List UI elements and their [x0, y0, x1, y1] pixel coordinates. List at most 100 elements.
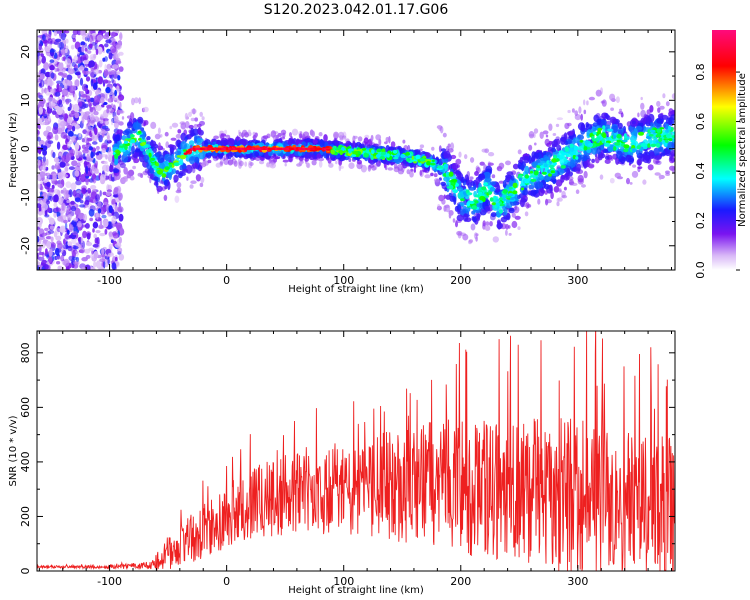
x-tick-label: 300 [567, 274, 588, 287]
heat-blob [523, 155, 530, 164]
heat-blob [119, 145, 123, 148]
heat-blob [448, 213, 452, 219]
heat-blob [196, 140, 202, 146]
heat-blob [79, 52, 85, 56]
heat-blob [422, 155, 427, 159]
heat-blob [114, 153, 119, 159]
heat-blob [66, 214, 73, 221]
heat-blob [460, 198, 465, 202]
heat-blob [129, 175, 135, 181]
heat-blob [116, 71, 121, 75]
heat-blob [631, 148, 637, 153]
heat-blob [45, 46, 51, 53]
heat-blob [369, 164, 375, 168]
heat-blob [406, 158, 411, 162]
heat-blob [107, 252, 115, 257]
heat-blob [76, 162, 81, 168]
heat-blob [585, 123, 593, 131]
heat-blob [658, 146, 664, 152]
heat-blob [548, 161, 553, 164]
heat-blob [545, 198, 549, 206]
heat-blob [533, 170, 539, 176]
heat-blob [537, 198, 541, 205]
heat-blob [96, 211, 99, 220]
y-tick-label: 800 [19, 342, 32, 363]
heat-blob [640, 142, 647, 147]
heat-blob [92, 172, 96, 181]
colorbar-gradient [712, 30, 736, 270]
heat-blob [199, 182, 204, 188]
heat-blob [357, 136, 363, 142]
heat-blob [532, 132, 536, 139]
heat-blob [115, 60, 122, 65]
heat-blob [632, 164, 637, 168]
heat-blob [543, 183, 550, 190]
heat-blob [502, 189, 508, 194]
heat-blob [390, 141, 396, 148]
heat-blob [207, 159, 212, 164]
heat-blob [80, 54, 87, 60]
heat-blob [213, 135, 220, 140]
heat-blob [100, 96, 105, 104]
heat-blob [50, 72, 55, 79]
heat-blob [88, 146, 94, 151]
heat-blob [448, 185, 454, 190]
heat-blob [625, 154, 631, 163]
heat-blob [56, 248, 62, 253]
heat-blob [227, 159, 234, 166]
heat-blob [665, 149, 671, 157]
heat-blob [51, 165, 55, 170]
heat-blob [38, 221, 42, 228]
heat-blob [92, 82, 98, 90]
heat-blob [671, 131, 675, 134]
heat-blob [567, 131, 574, 136]
heat-blob [72, 125, 76, 132]
heat-blob [54, 188, 59, 195]
heat-blob [438, 194, 445, 202]
heat-blob [609, 93, 616, 102]
heat-blob [508, 207, 515, 214]
heat-blob [192, 108, 196, 115]
heat-blob [376, 148, 383, 153]
heat-blob [591, 135, 595, 141]
heat-blob [105, 80, 112, 84]
heat-blob [109, 45, 117, 54]
heat-blob [410, 168, 414, 172]
heat-blob [37, 71, 40, 79]
heat-blob [528, 131, 535, 139]
heat-blob [53, 30, 58, 37]
heat-blob [116, 129, 124, 135]
heat-blob [175, 170, 180, 175]
heat-blob [92, 244, 99, 248]
heat-blob [266, 162, 271, 168]
heat-blob [575, 189, 580, 194]
heat-blob [68, 130, 74, 137]
heat-blob [80, 94, 88, 98]
heat-blob [115, 150, 121, 155]
heat-blob [88, 208, 95, 217]
heat-blob [55, 235, 62, 241]
heat-blob [93, 53, 97, 59]
heat-blob [73, 218, 79, 222]
heat-blob [636, 158, 642, 166]
heat-blob [59, 184, 63, 189]
heat-blob [375, 154, 381, 158]
heat-blob [83, 213, 88, 222]
heat-blob [605, 155, 610, 160]
heat-blob [85, 132, 89, 137]
heat-blob [528, 184, 535, 190]
heat-blob [63, 193, 69, 201]
heat-blob [155, 152, 160, 158]
heat-blob [604, 142, 610, 147]
heat-blob [665, 170, 670, 174]
heat-blob [492, 195, 497, 203]
heat-blob [112, 168, 120, 173]
heat-blob [126, 115, 132, 119]
heat-blob [259, 160, 265, 165]
heat-blob [640, 102, 645, 110]
heat-blob [118, 121, 124, 126]
heat-blob [37, 78, 41, 83]
heat-blob [631, 120, 636, 125]
heat-blob [174, 150, 182, 155]
